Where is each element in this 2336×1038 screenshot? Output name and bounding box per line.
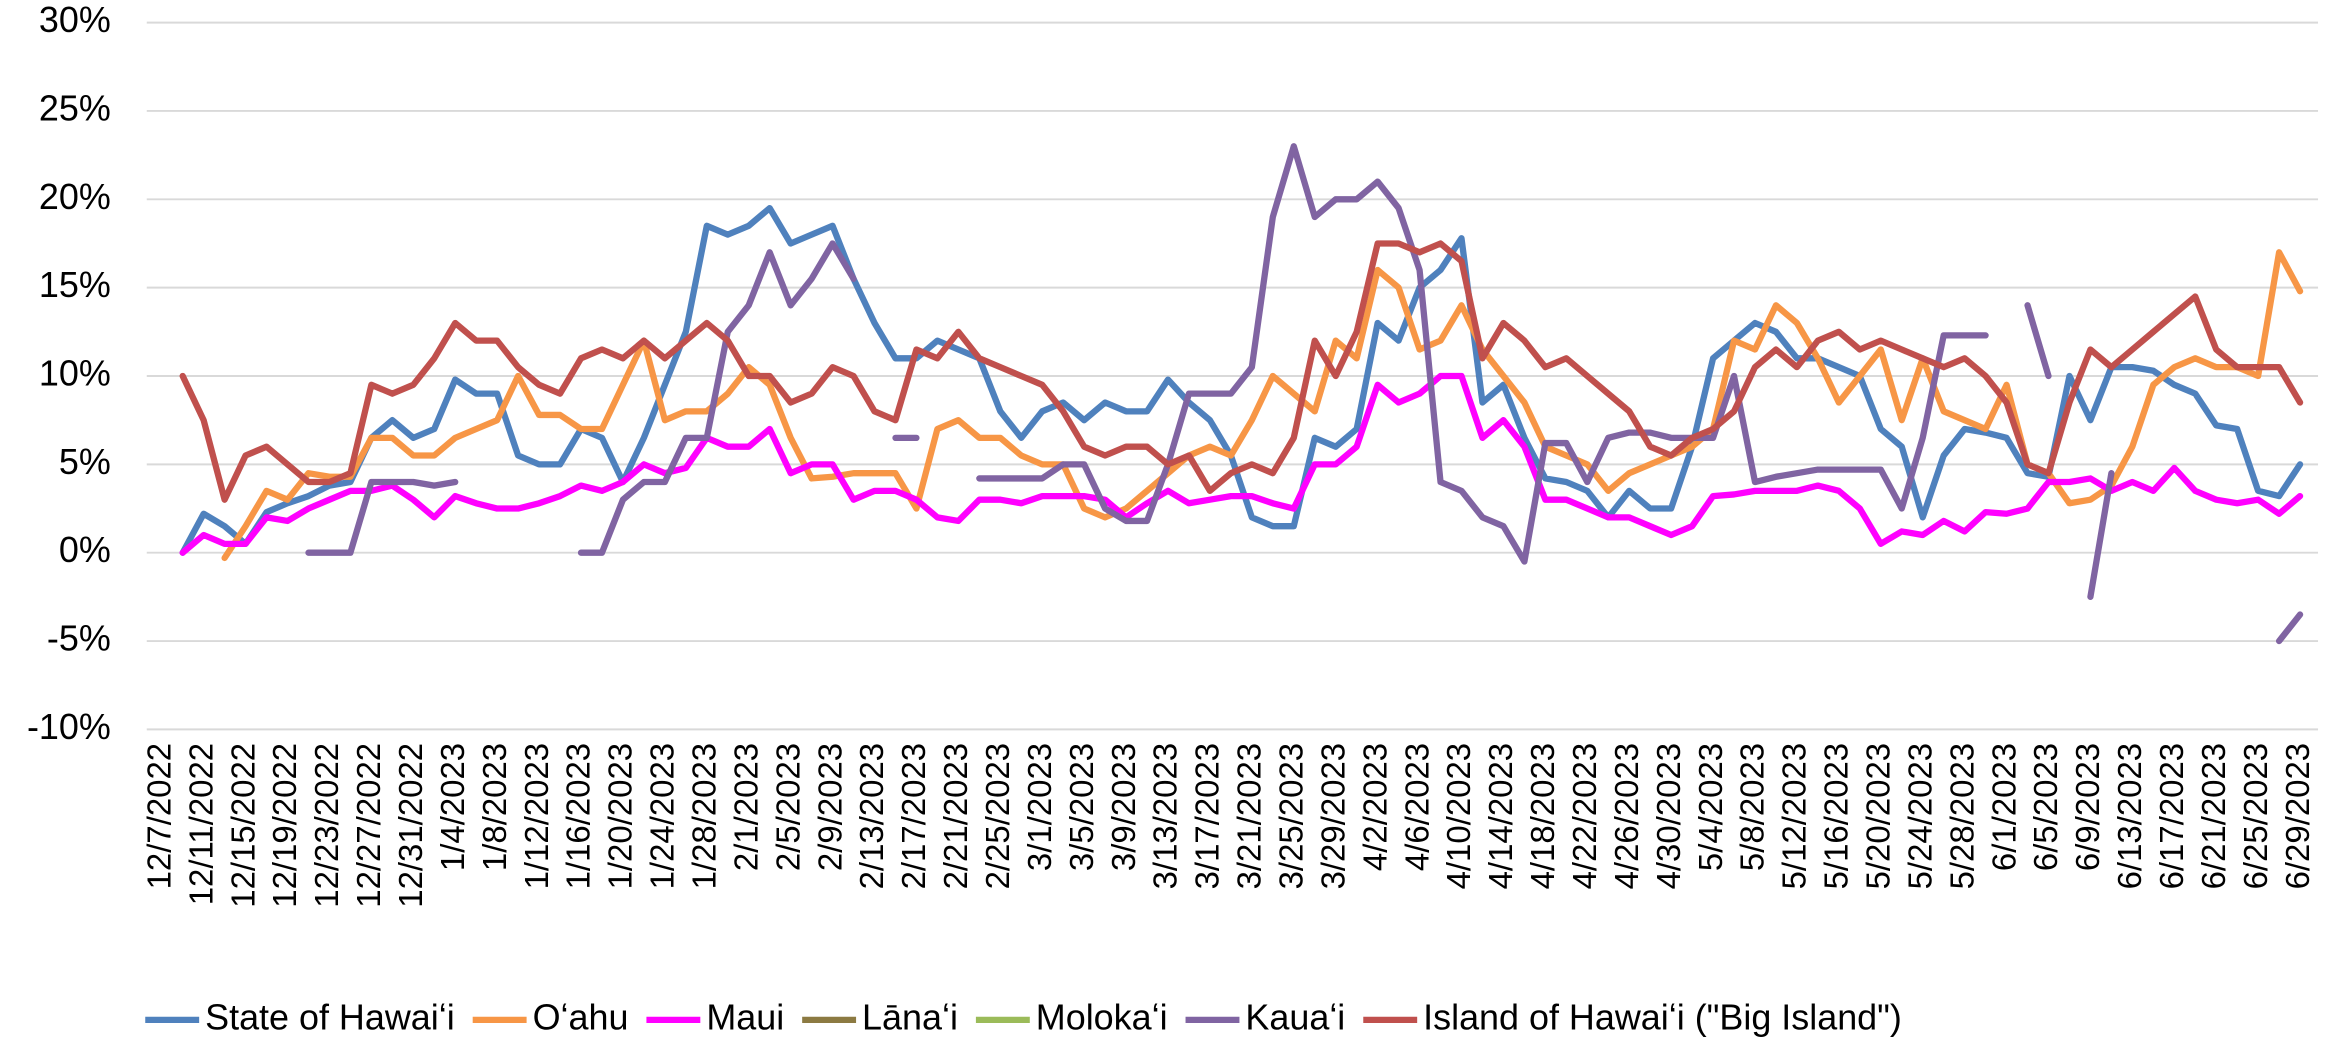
x-tick-label: 6/9/2023 [2069, 743, 2106, 871]
x-tick-label: 3/13/2023 [1147, 743, 1184, 890]
legend-label: Maui [706, 996, 784, 1037]
y-tick-label: 5% [59, 441, 111, 482]
x-tick-label: 4/18/2023 [1524, 743, 1561, 890]
x-tick-label: 4/14/2023 [1482, 743, 1519, 890]
legend-label: State of Hawaiʻi [205, 996, 455, 1037]
x-tick-label: 6/17/2023 [2153, 743, 2190, 890]
legend-item: Kauaʻi [1185, 996, 1345, 1037]
legend-item: Maui [646, 996, 784, 1037]
x-tick-label: 4/26/2023 [1608, 743, 1645, 890]
x-tick-label: 12/31/2022 [392, 743, 429, 908]
x-tick-label: 12/27/2022 [350, 743, 387, 908]
legend-label: Oʻahu [533, 996, 629, 1037]
x-tick-label: 12/15/2022 [224, 743, 261, 908]
x-tick-label: 6/21/2023 [2195, 743, 2232, 890]
x-tick-label: 4/6/2023 [1398, 743, 1435, 871]
x-tick-label: 2/1/2023 [727, 743, 764, 871]
legend-item: Lānaʻi [802, 996, 958, 1037]
y-tick-label: 30% [39, 0, 111, 40]
y-tick-label: 20% [39, 176, 111, 217]
x-tick-label: 4/22/2023 [1566, 743, 1603, 890]
legend-item: Oʻahu [472, 996, 629, 1037]
x-tick-label: 3/25/2023 [1272, 743, 1309, 890]
x-tick-label: 6/25/2023 [2237, 743, 2274, 890]
x-tick-label: 12/7/2022 [140, 743, 177, 890]
legend-label: Lānaʻi [862, 996, 958, 1037]
x-tick-label: 6/13/2023 [2111, 743, 2148, 890]
x-tick-label: 5/20/2023 [1859, 743, 1896, 890]
x-tick-label: 3/17/2023 [1189, 743, 1226, 890]
y-tick-label: -5% [47, 618, 111, 659]
legend-item: State of Hawaiʻi [145, 996, 455, 1037]
series-line [179, 372, 2304, 556]
x-tick-label: 2/21/2023 [937, 743, 974, 890]
y-tick-label: 25% [39, 87, 111, 128]
x-tick-label: 1/8/2023 [476, 743, 513, 871]
x-tick-label: 6/1/2023 [1985, 743, 2022, 871]
x-tick-label: 3/29/2023 [1314, 743, 1351, 890]
series-line [305, 143, 2304, 645]
x-tick-label: 12/19/2022 [266, 743, 303, 908]
legend-item: Island of Hawaiʻi ("Big Island") [1363, 996, 1902, 1037]
x-tick-label: 1/16/2023 [560, 743, 597, 890]
y-tick-label: 0% [59, 529, 111, 570]
x-tick-label: 2/13/2023 [853, 743, 890, 890]
x-tick-label: 12/23/2022 [308, 743, 345, 908]
x-tick-label: 6/29/2023 [2279, 743, 2316, 890]
legend-label: Kauaʻi [1245, 996, 1345, 1037]
series-line [221, 249, 2304, 562]
x-tick-label: 4/30/2023 [1650, 743, 1687, 890]
y-tick-label: -10% [27, 706, 111, 747]
x-tick-label: 5/4/2023 [1692, 743, 1729, 871]
legend-label: Molokaʻi [1036, 996, 1168, 1037]
x-tick-label: 1/12/2023 [518, 743, 555, 890]
series-line [179, 204, 2304, 556]
y-tick-label: 10% [39, 352, 111, 393]
x-tick-label: 3/1/2023 [1021, 743, 1058, 871]
x-tick-label: 2/5/2023 [769, 743, 806, 871]
x-tick-label: 2/17/2023 [895, 743, 932, 890]
x-tick-label: 1/4/2023 [434, 743, 471, 871]
x-tick-label: 4/2/2023 [1356, 743, 1393, 871]
legend-item: Molokaʻi [975, 996, 1168, 1037]
x-tick-label: 5/24/2023 [1901, 743, 1938, 890]
x-tick-label: 3/5/2023 [1063, 743, 1100, 871]
x-tick-label: 2/25/2023 [979, 743, 1016, 890]
x-tick-label: 1/24/2023 [644, 743, 681, 890]
x-tick-label: 5/28/2023 [1943, 743, 1980, 890]
x-tick-label: 3/9/2023 [1105, 743, 1142, 871]
x-tick-label: 6/5/2023 [2027, 743, 2064, 871]
x-tick-label: 1/28/2023 [685, 743, 722, 890]
y-tick-label: 15% [39, 264, 111, 305]
x-tick-label: 5/12/2023 [1776, 743, 1813, 890]
legend-label: Island of Hawaiʻi ("Big Island") [1423, 996, 1902, 1037]
x-tick-label: 3/21/2023 [1231, 743, 1268, 890]
x-tick-label: 5/8/2023 [1734, 743, 1771, 871]
x-tick-label: 12/11/2022 [182, 743, 219, 905]
series-line [179, 240, 2304, 503]
x-tick-label: 1/20/2023 [602, 743, 639, 890]
x-tick-label: 4/10/2023 [1440, 743, 1477, 890]
x-tick-label: 5/16/2023 [1818, 743, 1855, 890]
x-tick-label: 2/9/2023 [811, 743, 848, 871]
